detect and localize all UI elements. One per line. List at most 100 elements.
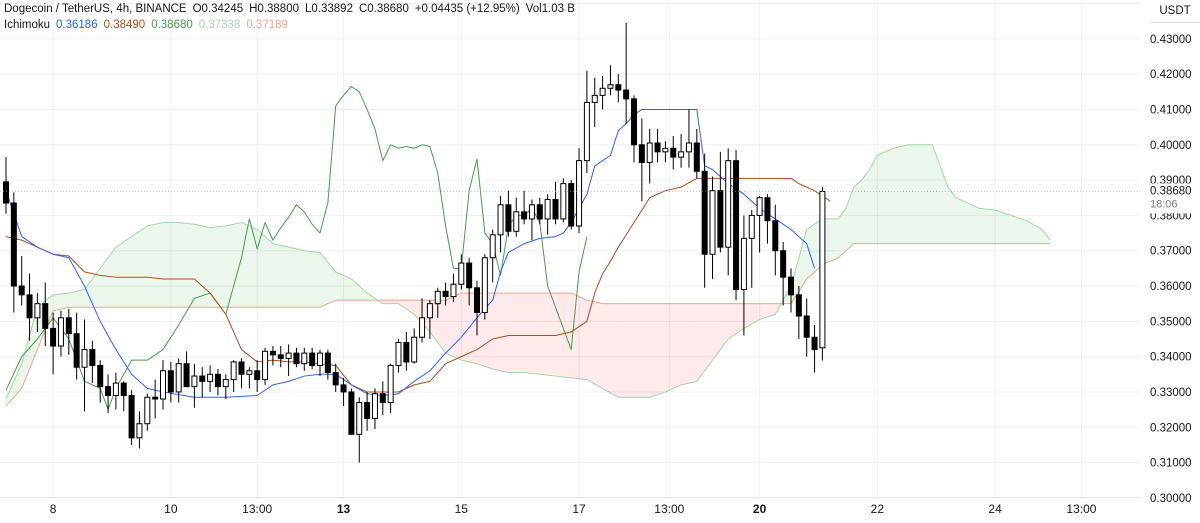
candle-down[interactable] <box>442 290 449 298</box>
candle-up[interactable] <box>725 160 732 248</box>
candle-up[interactable] <box>57 317 64 347</box>
candle-up[interactable] <box>301 352 308 365</box>
candle-down[interactable] <box>10 202 17 287</box>
candle-down[interactable] <box>3 181 9 204</box>
candle-down[interactable] <box>199 375 206 382</box>
candle-up[interactable] <box>513 211 520 232</box>
candle-down[interactable] <box>65 317 72 335</box>
candle-down[interactable] <box>568 183 575 227</box>
candle-down[interactable] <box>474 287 480 313</box>
candle-up[interactable] <box>262 350 269 381</box>
candle-up[interactable] <box>709 190 716 255</box>
candle-down[interactable] <box>73 333 80 368</box>
candle-down[interactable] <box>324 352 331 374</box>
candle-down[interactable] <box>26 294 33 319</box>
candle-up[interactable] <box>607 84 614 89</box>
candle-down[interactable] <box>654 142 661 153</box>
candle-up[interactable] <box>34 303 41 319</box>
candle-down[interactable] <box>18 285 25 296</box>
currency-label[interactable]: USDT <box>1150 0 1200 23</box>
candle-up[interactable] <box>560 183 567 220</box>
candle-down[interactable] <box>42 303 49 329</box>
candle-down[interactable] <box>670 147 677 158</box>
candle-up[interactable] <box>528 204 535 220</box>
candle-up[interactable] <box>481 257 488 313</box>
candle-down[interactable] <box>772 220 779 252</box>
candle-down[interactable] <box>701 170 708 255</box>
candle-up[interactable] <box>112 382 119 396</box>
candle-up[interactable] <box>583 101 590 162</box>
candle-up[interactable] <box>246 370 253 375</box>
candle-down[interactable] <box>811 336 818 351</box>
candle-up[interactable] <box>646 142 653 163</box>
candle-down[interactable] <box>50 327 57 347</box>
candle-up[interactable] <box>740 237 747 291</box>
candle-down[interactable] <box>536 204 543 220</box>
candle-down[interactable] <box>521 211 528 220</box>
candle-down[interactable] <box>340 384 347 393</box>
candle-down[interactable] <box>505 204 512 232</box>
candle-up[interactable] <box>678 151 685 158</box>
candle-up[interactable] <box>576 160 583 227</box>
candle-up[interactable] <box>685 142 692 153</box>
candle-down[interactable] <box>364 402 371 419</box>
candle-down[interactable] <box>128 394 135 439</box>
candle-up[interactable] <box>371 393 378 419</box>
candle-up[interactable] <box>662 147 669 153</box>
candle-down[interactable] <box>615 84 622 91</box>
candle-down[interactable] <box>795 294 802 317</box>
candle-up[interactable] <box>489 234 496 259</box>
candle-down[interactable] <box>379 393 386 404</box>
candle-down[interactable] <box>152 396 159 400</box>
candle-down[interactable] <box>764 197 771 222</box>
candle-up[interactable] <box>395 342 402 366</box>
candle-up[interactable] <box>544 199 551 220</box>
candle-down[interactable] <box>803 315 810 338</box>
candle-down[interactable] <box>120 382 127 396</box>
candle-up[interactable] <box>317 352 323 366</box>
candle-up[interactable] <box>207 373 214 382</box>
candle-up[interactable] <box>756 197 763 216</box>
candle-up[interactable] <box>222 379 229 388</box>
candle-down[interactable] <box>631 98 637 146</box>
candle-down[interactable] <box>277 354 284 359</box>
symbol-title[interactable]: Dogecoin / TetherUS, 4h, BINANCE <box>4 3 187 15</box>
candle-up[interactable] <box>411 336 418 363</box>
indicator-legend[interactable]: Ichimoku 0.36186 0.38490 0.38680 0.37338 0.37… <box>4 19 294 31</box>
candle-down[interactable] <box>638 144 645 163</box>
candle-down[interactable] <box>183 363 190 388</box>
candle-up[interactable] <box>419 317 426 338</box>
time-axis[interactable]: 8 10 13:00 13 15 17 13:00 20 22 24 13:00 <box>50 502 1097 516</box>
symbol-legend[interactable]: Dogecoin / TetherUS, 4h, BINANCE O0.34245… <box>4 3 581 15</box>
candle-down[interactable] <box>293 352 300 365</box>
candle-down[interactable] <box>693 142 700 172</box>
candle-up[interactable] <box>387 364 394 404</box>
candle-down[interactable] <box>717 190 724 248</box>
candle-down[interactable] <box>733 160 740 291</box>
candle-down[interactable] <box>466 262 473 289</box>
candle-down[interactable] <box>348 391 355 435</box>
candle-down[interactable] <box>238 361 245 375</box>
price-axis[interactable]: 0.30000 0.31000 0.32000 0.33000 0.34000 0.350… <box>1150 0 1192 505</box>
candle-down[interactable] <box>105 386 112 396</box>
candle-up[interactable] <box>450 283 457 298</box>
candle-up[interactable] <box>434 290 441 305</box>
candle-down[interactable] <box>552 199 559 220</box>
candle-down[interactable] <box>403 342 410 363</box>
candle-down[interactable] <box>269 350 276 356</box>
candlesticks[interactable] <box>3 22 826 463</box>
candle-down[interactable] <box>214 373 221 388</box>
candle-up[interactable] <box>458 262 465 285</box>
candle-down[interactable] <box>332 372 339 386</box>
candle-up[interactable] <box>426 303 433 319</box>
candle-up[interactable] <box>144 396 151 425</box>
candle-up[interactable] <box>136 423 143 439</box>
candle-down[interactable] <box>623 89 630 100</box>
indicator-name[interactable]: Ichimoku <box>4 19 51 31</box>
candle-up[interactable] <box>160 370 166 400</box>
candle-up[interactable] <box>599 87 606 96</box>
candle-up[interactable] <box>191 375 198 388</box>
candle-up[interactable] <box>285 352 292 359</box>
candle-down[interactable] <box>97 364 104 388</box>
